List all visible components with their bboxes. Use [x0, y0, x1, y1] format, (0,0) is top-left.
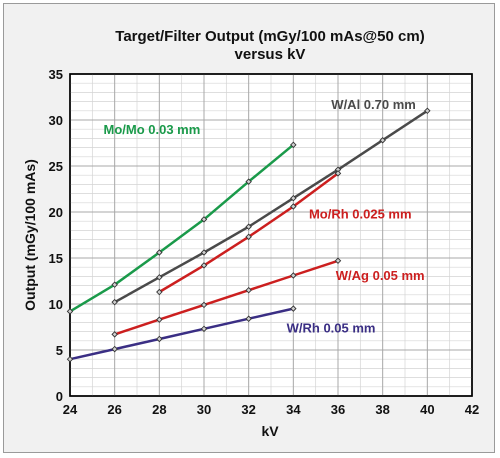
data-point — [200, 301, 208, 309]
y-tick-label: 25 — [49, 159, 63, 174]
x-tick-label: 28 — [152, 402, 166, 417]
x-tick-label: 26 — [107, 402, 121, 417]
data-point — [290, 141, 297, 149]
grid — [69, 73, 473, 397]
y-tick-label: 5 — [56, 343, 63, 358]
series-label: W/Rh 0.05 mm — [287, 321, 376, 336]
y-tick-label: 35 — [49, 67, 63, 82]
x-tick-label: 42 — [465, 402, 479, 417]
x-tick-label: 38 — [375, 402, 389, 417]
series-labels: Mo/Mo 0.03 mm W/Al 0.70 mm Mo/Rh 0.025 mm W… — [104, 97, 425, 336]
y-tick-label: 20 — [49, 205, 63, 220]
chart-title: Target/Filter Output (mGy/100 mAs@50 cm) — [115, 28, 424, 45]
data-point — [245, 178, 252, 185]
data-point — [290, 203, 297, 210]
data-point — [245, 223, 252, 230]
y-axis-label: Output (mGy/100 mAs) — [22, 159, 38, 311]
y-tick-label: 0 — [56, 389, 63, 404]
series-label: W/Al 0.70 mm — [331, 97, 416, 112]
data-point — [66, 355, 74, 363]
series-label: Mo/Mo 0.03 mm — [104, 122, 201, 137]
data-point — [200, 249, 208, 256]
x-tick-label: 30 — [197, 402, 211, 417]
data-point — [111, 331, 118, 338]
data-point — [245, 233, 252, 241]
tick-labels: 24 26 28 30 32 34 36 38 40 42 0 5 10 15 20 25 30 35 — [49, 67, 480, 417]
x-axis-label: kV — [261, 423, 279, 439]
y-tick-label: 10 — [49, 297, 63, 312]
data-point — [156, 316, 163, 323]
series-group — [66, 107, 431, 363]
series-line — [69, 307, 294, 361]
data-point — [156, 249, 163, 256]
data-point — [200, 262, 208, 269]
data-point — [290, 194, 297, 202]
chart-subtitle: versus kV — [235, 46, 306, 63]
data-point — [200, 216, 208, 223]
series-line — [114, 109, 428, 304]
x-tick-label: 34 — [286, 402, 301, 417]
data-point — [111, 281, 118, 288]
series-line — [114, 259, 339, 336]
data-point — [111, 345, 118, 353]
data-point — [156, 288, 163, 296]
data-point — [245, 286, 252, 294]
data-point — [156, 274, 163, 281]
x-tick-label: 40 — [420, 402, 434, 417]
series-label: W/Ag 0.05 mm — [336, 268, 425, 283]
y-tick-label: 15 — [49, 251, 63, 266]
data-point — [424, 107, 431, 115]
data-point — [156, 335, 163, 343]
x-tick-label: 24 — [63, 402, 78, 417]
data-point — [379, 137, 386, 144]
data-point — [290, 305, 297, 312]
plot-border — [69, 73, 473, 397]
x-tick-label: 32 — [241, 402, 255, 417]
data-point — [334, 170, 342, 177]
data-point — [245, 315, 252, 322]
y-tick-label: 30 — [49, 113, 63, 128]
data-point — [66, 308, 74, 315]
series-line — [69, 143, 295, 313]
data-point — [334, 257, 342, 264]
x-tick-label: 36 — [331, 402, 345, 417]
data-point — [200, 325, 208, 333]
data-point — [111, 298, 118, 306]
data-point — [290, 272, 297, 279]
series-label: Mo/Rh 0.025 mm — [309, 206, 412, 221]
